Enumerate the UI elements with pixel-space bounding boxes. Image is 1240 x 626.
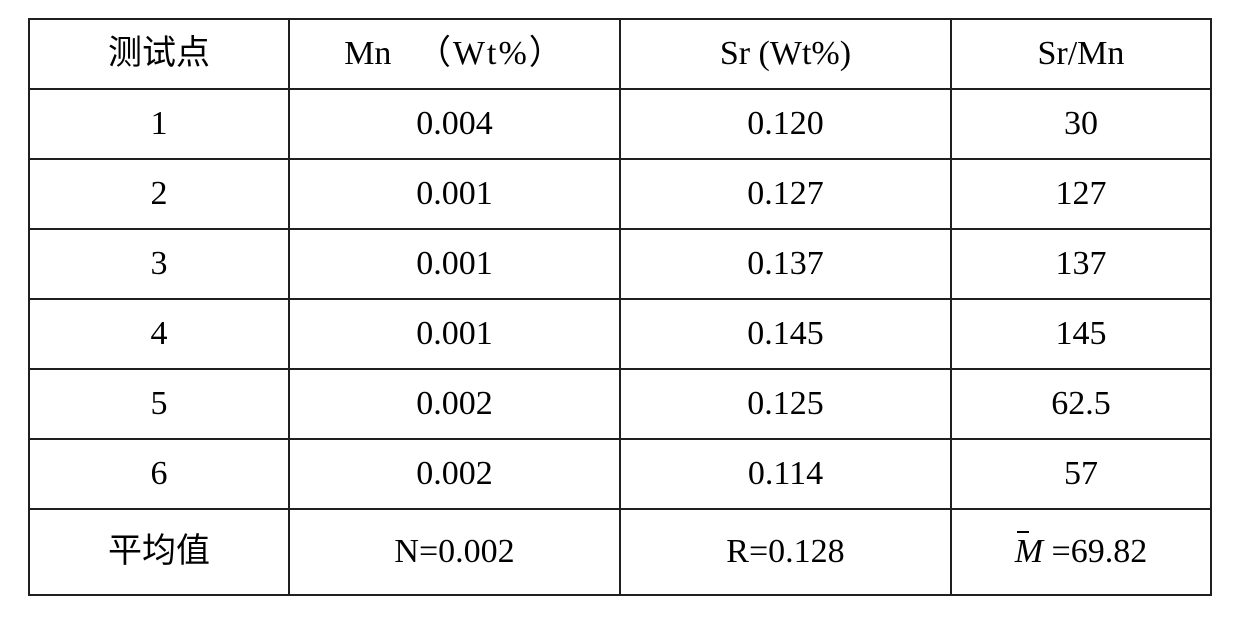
data-table: 测试点 Mn （Wt%） Sr (Wt%) Sr/Mn 1 0.004 0.12… [28, 18, 1212, 596]
table-row: 4 0.001 0.145 145 [29, 299, 1211, 369]
cell-test-point: 1 [29, 89, 289, 159]
cell-test-point: 5 [29, 369, 289, 439]
cell-sr: 0.114 [620, 439, 951, 509]
col-header-mn-prefix: Mn [344, 35, 391, 72]
col-header-sr: Sr (Wt%) [620, 19, 951, 89]
table-row: 6 0.002 0.114 57 [29, 439, 1211, 509]
cell-mn: 0.001 [289, 229, 620, 299]
table-summary-row: 平均值 N=0.002 R=0.128 M =69.82 [29, 509, 1211, 595]
cell-sr: 0.145 [620, 299, 951, 369]
cell-ratio: 137 [951, 229, 1211, 299]
cell-ratio: 145 [951, 299, 1211, 369]
col-header-mn: Mn （Wt%） [289, 19, 620, 89]
cell-ratio: 62.5 [951, 369, 1211, 439]
table-header-row: 测试点 Mn （Wt%） Sr (Wt%) Sr/Mn [29, 19, 1211, 89]
cell-ratio: 30 [951, 89, 1211, 159]
cell-test-point: 6 [29, 439, 289, 509]
col-header-mn-suffix: （Wt%） [417, 35, 565, 72]
cell-sr: 0.127 [620, 159, 951, 229]
cell-mn: 0.001 [289, 159, 620, 229]
mbar-symbol: M [1015, 533, 1043, 570]
cell-sr: 0.120 [620, 89, 951, 159]
table-row: 1 0.004 0.120 30 [29, 89, 1211, 159]
summary-ratio-value: =69.82 [1043, 533, 1147, 570]
cell-ratio: 57 [951, 439, 1211, 509]
col-header-ratio: Sr/Mn [951, 19, 1211, 89]
cell-sr: 0.137 [620, 229, 951, 299]
cell-mn: 0.002 [289, 439, 620, 509]
cell-mn: 0.004 [289, 89, 620, 159]
cell-test-point: 4 [29, 299, 289, 369]
cell-test-point: 2 [29, 159, 289, 229]
col-header-test-point: 测试点 [29, 19, 289, 89]
table-row: 5 0.002 0.125 62.5 [29, 369, 1211, 439]
table-row: 3 0.001 0.137 137 [29, 229, 1211, 299]
table-row: 2 0.001 0.127 127 [29, 159, 1211, 229]
page-container: 测试点 Mn （Wt%） Sr (Wt%) Sr/Mn 1 0.004 0.12… [0, 0, 1240, 626]
cell-summary-mn: N=0.002 [289, 509, 620, 595]
cell-summary-sr: R=0.128 [620, 509, 951, 595]
cell-mn: 0.002 [289, 369, 620, 439]
cell-test-point: 3 [29, 229, 289, 299]
cell-ratio: 127 [951, 159, 1211, 229]
cell-sr: 0.125 [620, 369, 951, 439]
cell-summary-label: 平均值 [29, 509, 289, 595]
cell-summary-ratio: M =69.82 [951, 509, 1211, 595]
cell-mn: 0.001 [289, 299, 620, 369]
